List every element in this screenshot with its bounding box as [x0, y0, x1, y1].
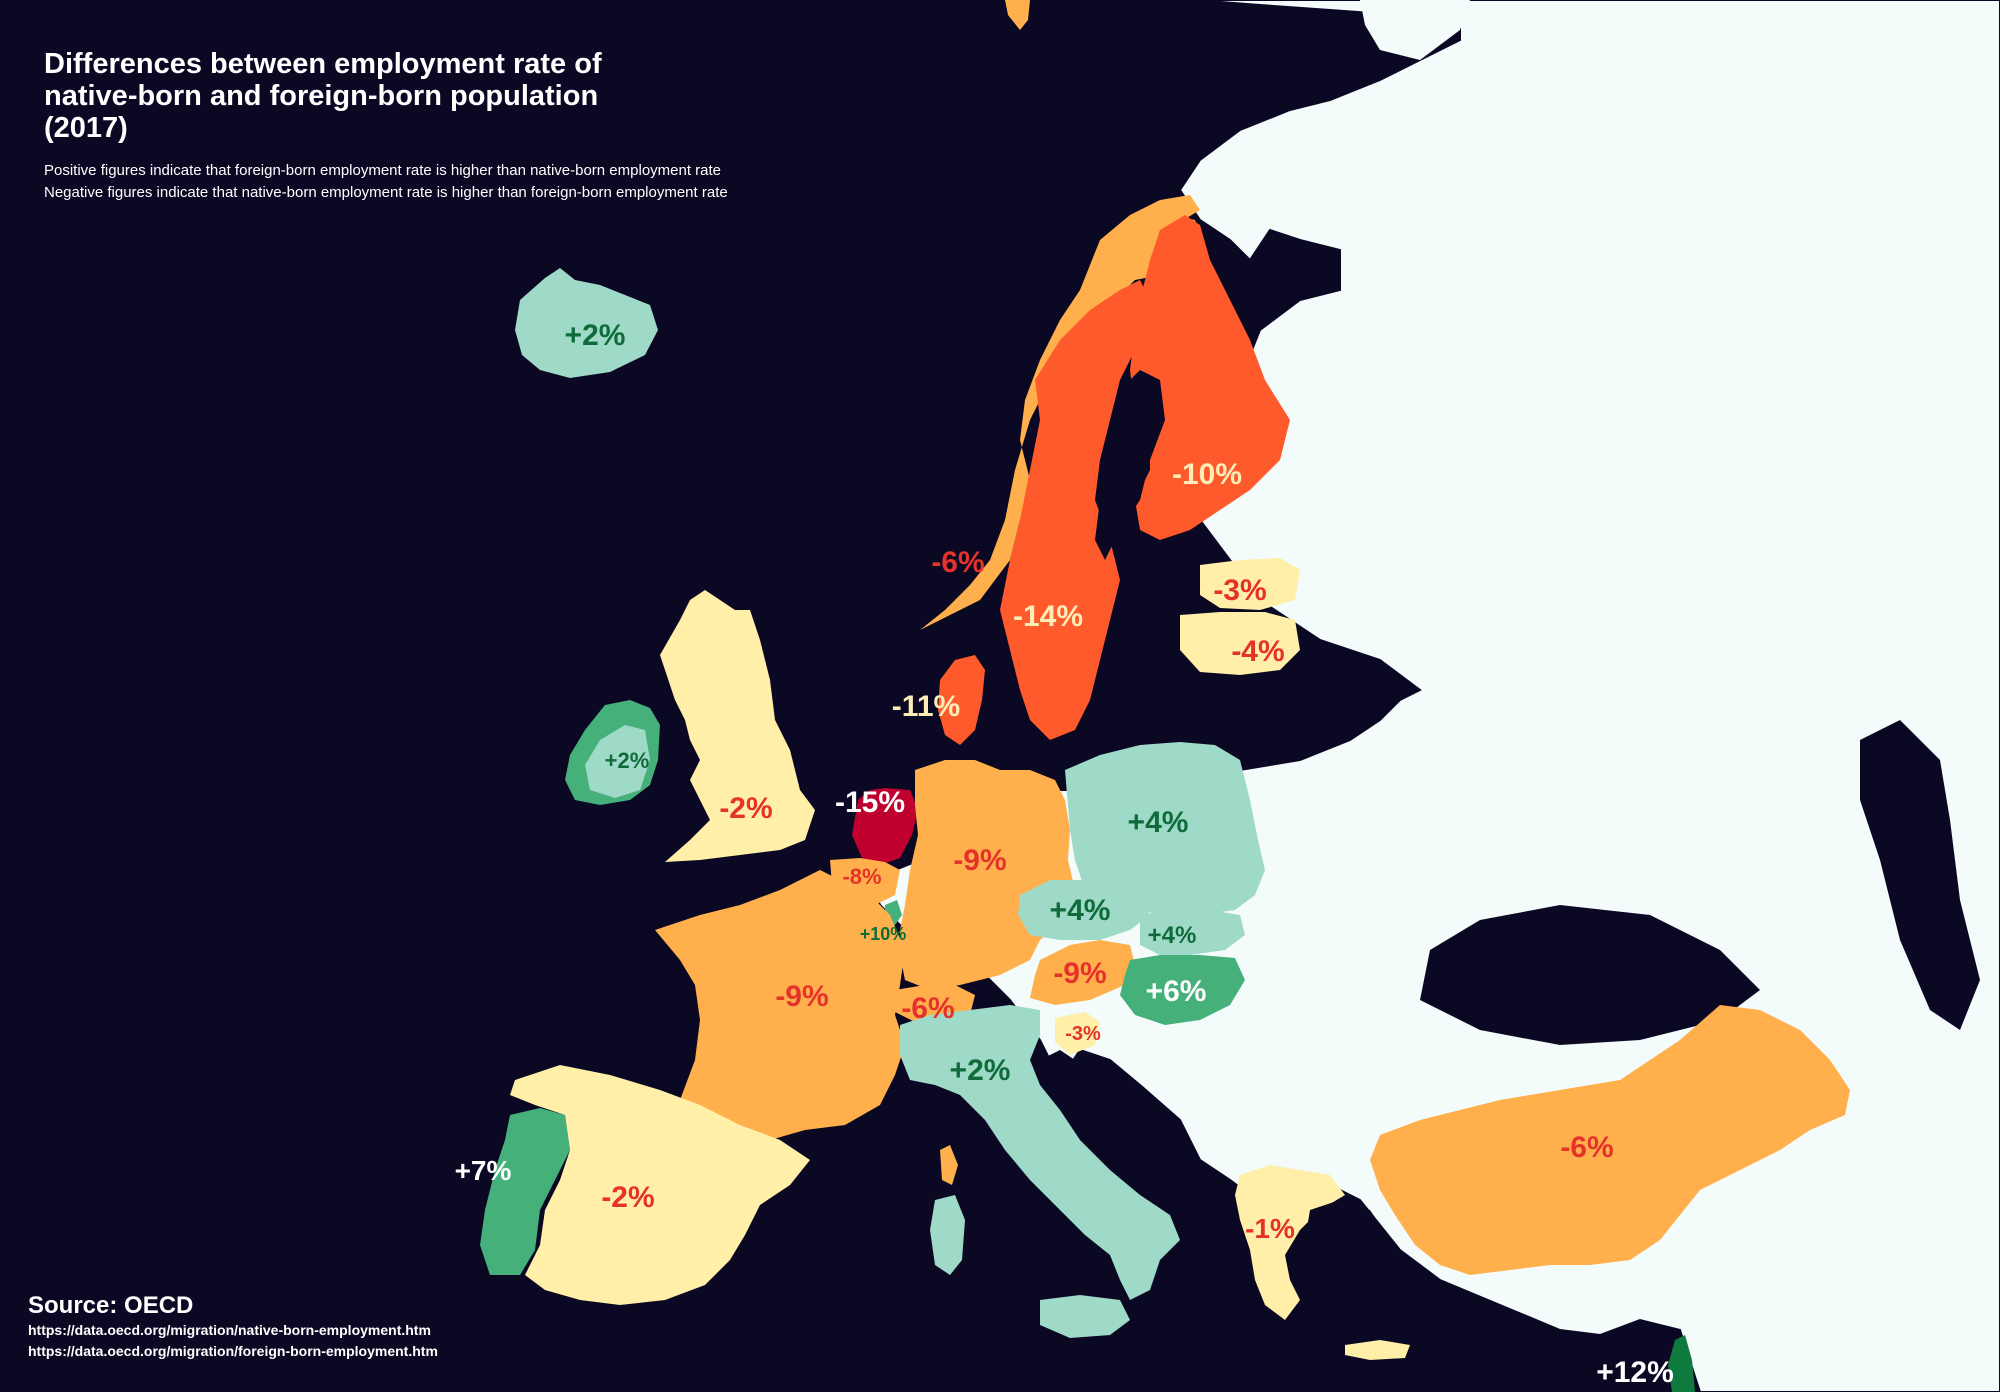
label-portugal: +7%: [455, 1155, 512, 1186]
country-denmark: [938, 655, 985, 745]
label-switzerland: -6%: [901, 992, 954, 1025]
label-slovenia: -3%: [1065, 1023, 1101, 1045]
country-slovakia: [1140, 910, 1245, 955]
label-united-kingdom: -2%: [719, 792, 772, 825]
subtitle-line-2: Negative figures indicate that native-bo…: [44, 184, 728, 201]
country-portugal: [480, 1108, 570, 1275]
label-ireland: +2%: [605, 748, 650, 773]
country-united-kingdom: [660, 590, 815, 862]
country-france: [655, 870, 905, 1140]
label-france: -9%: [775, 980, 828, 1013]
title-line-1: Differences between employment rate of: [44, 48, 602, 80]
country-czechia: [1018, 880, 1150, 940]
label-luxembourg: +10%: [860, 924, 907, 944]
crete: [1345, 1340, 1410, 1360]
country-estonia: [1200, 558, 1300, 610]
label-poland: +4%: [1128, 806, 1189, 839]
country-spain: [510, 1065, 810, 1305]
country-latvia: [1180, 612, 1300, 675]
country-sweden: [1000, 280, 1150, 740]
cyprus: [1565, 1308, 1615, 1330]
label-slovakia: +4%: [1148, 922, 1197, 949]
black-sea: [1420, 905, 1760, 1045]
orange-islet: [1005, 0, 1030, 30]
country-labels: +2% +2% -2% -6% -14% -10% -11% -3% -4% -…: [455, 319, 1674, 1389]
northern-islands: [1360, 0, 1470, 60]
country-poland: [1065, 742, 1265, 915]
label-netherlands: -15%: [835, 786, 905, 819]
source-title: Source: OECD: [28, 1292, 194, 1319]
label-latvia: -4%: [1231, 635, 1284, 668]
country-slovenia: [1055, 1012, 1100, 1055]
label-greece: -1%: [1245, 1213, 1295, 1244]
source-block: Source: OECD https://data.oecd.org/migra…: [28, 1292, 438, 1362]
country-austria: [1030, 940, 1135, 1005]
source-link-native: https://data.oecd.org/migration/native-b…: [28, 1322, 431, 1338]
gulf-of-bothnia: [1095, 370, 1165, 560]
label-turkey: -6%: [1560, 1131, 1613, 1164]
label-belgium: -8%: [842, 864, 881, 889]
label-austria: -9%: [1053, 957, 1106, 990]
label-germany: -9%: [953, 844, 1006, 877]
country-netherlands: [852, 788, 918, 865]
caspian-sea: [1860, 720, 1980, 1030]
country-italy: [900, 1005, 1180, 1300]
label-hungary: +6%: [1146, 975, 1207, 1008]
corsica: [940, 1145, 958, 1185]
map-subtitle: Positive figures indicate that foreign-b…: [44, 160, 728, 204]
map-title: Differences between employment rate of n…: [44, 48, 744, 144]
country-greece: [1235, 1165, 1345, 1320]
title-line-3: (2017): [44, 112, 128, 144]
subtitle-line-1: Positive figures indicate that foreign-b…: [44, 162, 722, 179]
country-iceland: [515, 268, 658, 378]
label-estonia: -3%: [1213, 574, 1266, 607]
label-czechia: +4%: [1050, 894, 1111, 927]
label-sweden: -14%: [1013, 600, 1083, 633]
adriatic-sea: [1040, 1050, 1190, 1200]
label-italy: +2%: [950, 1054, 1011, 1087]
country-finland: [1130, 215, 1290, 540]
label-norway: -6%: [931, 546, 984, 579]
sardinia: [930, 1195, 965, 1275]
norway-north: [1080, 195, 1200, 290]
label-spain: -2%: [601, 1181, 654, 1214]
label-iceland: +2%: [565, 319, 626, 352]
aegean-sea: [1305, 1200, 1400, 1320]
title-line-2: native-born and foreign-born population: [44, 80, 599, 112]
country-hungary: [1120, 955, 1245, 1025]
label-finland: -10%: [1172, 458, 1242, 491]
label-israel: +12%: [1596, 1356, 1674, 1389]
label-denmark: -11%: [892, 690, 960, 723]
country-israel: [1668, 1335, 1695, 1392]
country-turkey: [1370, 1005, 1850, 1275]
source-link-foreign: https://data.oecd.org/migration/foreign-…: [28, 1343, 438, 1359]
sicily: [1040, 1295, 1130, 1338]
northern-ireland-light: [585, 725, 650, 798]
